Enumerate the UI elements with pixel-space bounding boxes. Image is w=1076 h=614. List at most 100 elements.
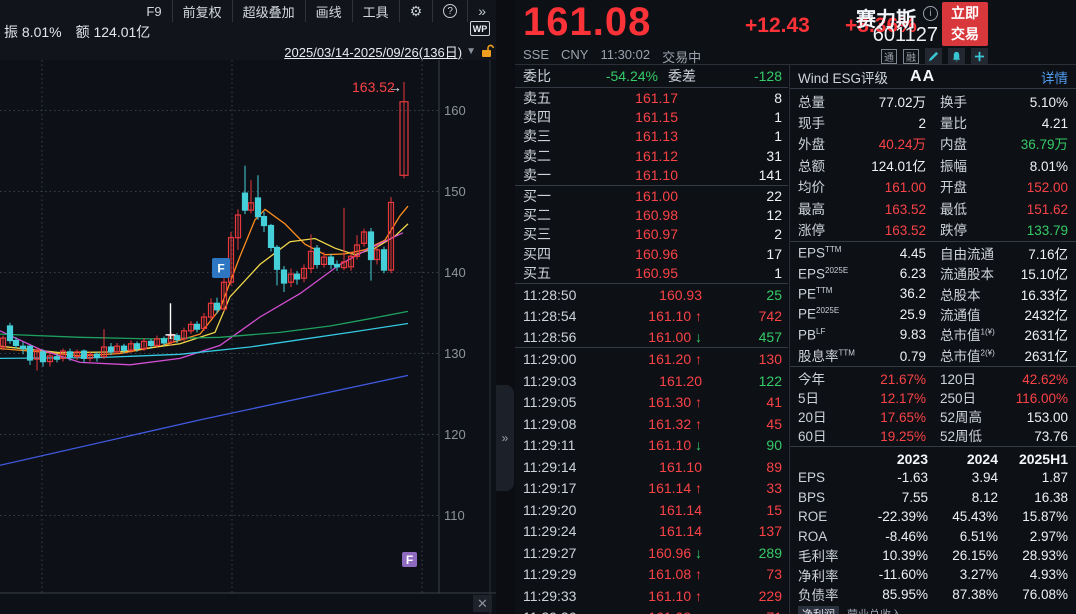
toolbar-adjust-mode[interactable]: 前复权 (171, 0, 232, 22)
event-flag-label: F (217, 262, 224, 276)
ask-row[interactable]: 卖二 161.12 31 (515, 146, 788, 165)
trade-now-button[interactable]: 立即 交易 (942, 2, 988, 46)
candle-down (267, 224, 275, 248)
fin-col-header: 2024 (966, 450, 998, 467)
amplitude-label: 振 (4, 24, 18, 40)
candlestick-chart[interactable]: 160 150 140 130 120 110 163.52→ F F (0, 60, 496, 614)
pencil-icon[interactable] (925, 48, 942, 64)
wp-icon[interactable]: WP (470, 21, 490, 36)
stat-cell: 最高 163.52 (798, 198, 926, 218)
stats-row: 现手 2 量比 4.21 (790, 111, 1076, 132)
toolbar-super-overlay[interactable]: 超级叠加 (231, 0, 305, 22)
stat-value: 163.52 (884, 223, 926, 239)
bell-icon[interactable] (948, 48, 965, 64)
tick-row: 11:29:20 161.14 15 (515, 499, 788, 521)
ask-row[interactable]: 卖一 161.10 141 (515, 166, 788, 185)
fin-cell: 2.97% (1029, 528, 1068, 544)
toolbar-more-icon[interactable]: » (467, 0, 496, 22)
bid-row[interactable]: 买一 161.00 22 (515, 186, 788, 205)
fin-table-row: 净利率 -11.60% 3.27% 4.93% (798, 565, 1068, 584)
fin-col-header: 2023 (896, 450, 928, 467)
fin-footer-tab-0[interactable]: 净利润 (798, 605, 839, 614)
plus-icon[interactable] (971, 48, 988, 64)
stats-row: 5日 12.17% 250日 116.00% (790, 387, 1076, 406)
stat-label: 120日 (940, 371, 977, 387)
y-axis-label: 150 (444, 184, 466, 199)
candle-down (53, 356, 61, 360)
candle-up (347, 255, 355, 268)
candlestick-chart-panel[interactable]: 160 150 140 130 120 110 163.52 → F F ✕ (0, 60, 496, 614)
stat-value: 7.16亿 (1028, 246, 1068, 262)
bid-price: 160.96 (635, 245, 678, 262)
down-arrow-icon: ↓ (691, 437, 702, 454)
stat-label: 换手 (940, 94, 967, 110)
toolbar-f9[interactable]: F9 (146, 3, 162, 19)
tick-volume: 33 (766, 480, 782, 497)
fin-table-row: 毛利率 10.39% 26.15% 28.93% (798, 546, 1068, 565)
tick-price: 161.10 ↑ (648, 587, 702, 604)
stat-value: 5.10% (1029, 94, 1068, 110)
tick-price: 161.10 (659, 458, 702, 475)
tick-volume: 289 (758, 544, 782, 561)
margin-badge-rong[interactable]: 融 (903, 48, 919, 64)
candle-down (147, 340, 155, 347)
date-range-selector[interactable]: 2025/03/14-2025/09/26(136日) (284, 44, 463, 60)
expand-panel-handle[interactable]: » (496, 385, 514, 491)
candle-down (66, 351, 74, 358)
stat-cell: 250日 116.00% (940, 387, 1068, 407)
candle-up (100, 346, 108, 358)
high-marker-arrow-icon: → (388, 79, 402, 95)
stat-value: 151.62 (1026, 201, 1068, 217)
toolbar-draw-line[interactable]: 画线 (304, 0, 352, 22)
bid-label: 买五 (523, 265, 551, 282)
stat-cell: 流通值 2432亿 (940, 304, 1068, 324)
candle-down (313, 247, 321, 265)
panel-splitter: » (496, 60, 515, 614)
down-arrow-icon: ↓ (691, 609, 702, 614)
chevron-down-icon[interactable]: ▼ (466, 45, 476, 57)
event-flag-1[interactable] (402, 552, 417, 567)
gear-icon[interactable]: ⚙ (398, 0, 433, 22)
quote-time: 11:30:02 (600, 47, 651, 62)
fin-cell: 28.93% (1022, 547, 1068, 563)
candle-up (113, 345, 121, 353)
stat-value: 163.52 (884, 201, 926, 217)
ask-row[interactable]: 卖三 161.13 1 (515, 127, 788, 146)
toolbar-tools[interactable]: 工具 (351, 0, 399, 22)
stat-label: 今年 (798, 371, 825, 387)
candle-up (127, 343, 135, 351)
bid-row[interactable]: 买二 160.98 12 (515, 205, 788, 224)
esg-detail-link[interactable]: 详情 (1041, 70, 1068, 86)
info-icon[interactable]: i (923, 6, 938, 21)
unlock-icon[interactable] (480, 44, 494, 58)
candle-down (120, 345, 128, 351)
ask-price: 161.15 (635, 109, 678, 126)
tick-time: 11:29:24 (523, 523, 577, 540)
event-flag-0[interactable] (212, 258, 230, 278)
fin-cell: 10.39% (882, 547, 928, 563)
ask-label: 卖四 (523, 109, 551, 126)
tick-time: 11:29:08 (523, 415, 577, 432)
stat-value: 4.45 (899, 245, 926, 261)
bid-label: 买四 (523, 245, 551, 262)
bid-label: 买三 (523, 226, 551, 243)
stat-label: 均价 (798, 180, 825, 196)
bid-row[interactable]: 买五 160.95 1 (515, 264, 788, 283)
margin-badge-tong[interactable]: 通 (881, 48, 897, 64)
candle-down (173, 335, 181, 341)
fin-cell: 87.38% (952, 586, 998, 602)
help-icon[interactable]: ? (432, 0, 467, 22)
ask-row[interactable]: 卖五 161.17 8 (515, 88, 788, 107)
fin-cell: -1.63 (897, 470, 928, 486)
fin-cell: 4.93% (1029, 567, 1068, 583)
fin-footer-tab-1[interactable]: 营业总收入 (847, 606, 902, 614)
tick-time: 11:29:05 (523, 394, 577, 411)
fin-table-row: ROE -22.39% 45.43% 15.87% (798, 507, 1068, 526)
ask-row[interactable]: 卖四 161.15 1 (515, 107, 788, 126)
stat-cell: 开盘 152.00 (940, 176, 1068, 196)
bid-row[interactable]: 买三 160.97 2 (515, 225, 788, 244)
stat-label: 总市值1(¥) (940, 327, 995, 344)
tick-time: 11:29:03 (523, 372, 577, 389)
bid-row[interactable]: 买四 160.96 17 (515, 244, 788, 263)
close-icon[interactable]: ✕ (473, 595, 492, 612)
